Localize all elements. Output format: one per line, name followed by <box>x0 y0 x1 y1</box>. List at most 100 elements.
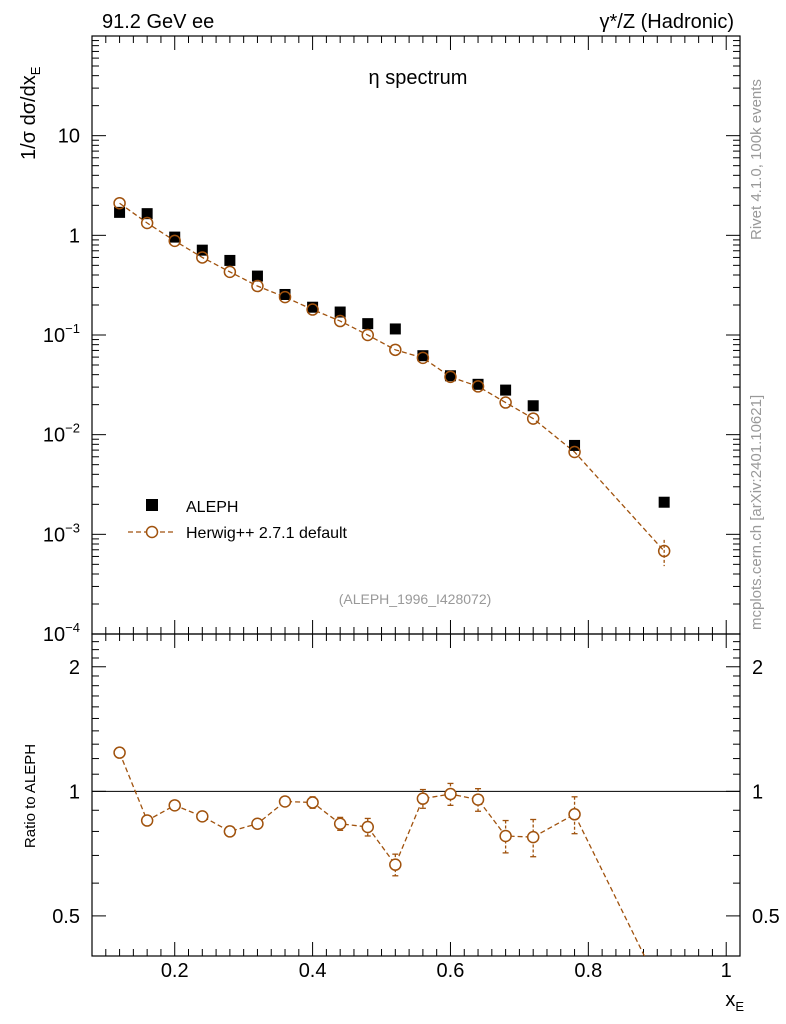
main-ticks <box>91 36 741 635</box>
x-tick-label: 0.8 <box>574 960 602 982</box>
ratio-point <box>568 808 581 821</box>
main-y-axis-label: 1/σ dσ/dxE <box>18 66 43 160</box>
main-y-axis-title: 1/σ dσ/dxE <box>18 66 43 160</box>
x-tick-labels: 0.2 0.4 0.6 0.8 1 <box>161 960 732 982</box>
ratio-point <box>659 991 670 1002</box>
left-title: 91.2 GeV ee <box>102 11 214 33</box>
ratio-point <box>113 746 126 759</box>
mc-point <box>113 196 126 210</box>
mc-point <box>140 216 154 230</box>
mc-point <box>526 412 540 425</box>
ratio-point <box>526 830 540 844</box>
ratio-point <box>471 793 485 806</box>
main-y-tick-label: 10−1 <box>43 321 80 347</box>
plot-title: η spectrum <box>369 67 468 89</box>
ratio-panel: 0.5 0.51 12 2 0.2 0.4 0.6 0.8 1 Ratio to ALEPH … <box>22 633 780 1014</box>
ratio-point <box>196 810 209 823</box>
data-point <box>569 439 581 451</box>
main-y-tick-label: 1 <box>69 225 80 247</box>
legend-data-marker <box>146 499 158 511</box>
mc-point <box>471 380 485 393</box>
ratio-point <box>416 792 430 805</box>
right-title: γ*/Z (Hadronic) <box>600 11 734 33</box>
data-point <box>169 231 181 243</box>
ratio-point <box>140 814 154 827</box>
mc-point <box>333 314 347 328</box>
mc-point <box>568 445 581 459</box>
ratio-point <box>168 799 181 812</box>
data-point <box>334 306 346 318</box>
mc-point <box>223 265 237 279</box>
x-tick-label: 0.6 <box>437 960 465 982</box>
mc-point <box>278 290 292 304</box>
mc-point <box>168 234 181 248</box>
ratio-y-axis-title: Ratio to ALEPH <box>22 744 39 848</box>
ratio-point <box>306 796 319 809</box>
x-tick-label: 0.2 <box>161 960 189 982</box>
legend-mc-label: Herwig++ 2.7.1 default <box>186 525 348 542</box>
data-points <box>114 206 670 508</box>
ratio-y-tick-labels: 0.5 0.5 1 1 2 2 <box>52 657 780 928</box>
data-point <box>417 350 429 362</box>
main-y-tick-label: 10−4 <box>43 620 80 646</box>
ratio-point <box>361 820 374 834</box>
main-panel: 10 1 10−1 10−2 10−3 10−4 η spectrum (ALEPH_19… <box>43 35 741 646</box>
data-point <box>251 270 263 282</box>
ratio-point <box>499 829 512 843</box>
legend: ALEPH Herwig++ 2.7.1 default <box>128 499 348 542</box>
ratio-y-tick-label-left: 1 <box>69 781 80 803</box>
mc-point <box>657 544 671 558</box>
mc-points-ratio <box>113 746 670 1002</box>
data-point <box>114 206 126 218</box>
main-y-tick-labels: 10 1 10−1 10−2 10−3 10−4 <box>43 126 80 646</box>
data-point <box>307 301 319 313</box>
source-info: mcplots.cern.ch [arXiv:2401.10621] <box>748 395 765 630</box>
data-point <box>196 244 208 256</box>
data-point <box>362 318 374 330</box>
mc-point <box>361 328 374 342</box>
x-tick-label: 1 <box>721 960 732 982</box>
data-point <box>444 370 456 382</box>
ratio-y-tick-label-right: 1 <box>752 781 763 803</box>
data-point <box>658 496 670 508</box>
ratio-y-tick-label-right: 0.5 <box>752 906 780 928</box>
ratio-y-tick-label-left: 0.5 <box>52 906 80 928</box>
ratio-point <box>278 795 292 808</box>
mc-point <box>416 351 430 365</box>
main-y-tick-label: 10−3 <box>43 520 80 546</box>
ratio-point <box>389 858 402 871</box>
ratio-point <box>444 787 457 801</box>
ratio-y-tick-label-right: 2 <box>752 657 763 679</box>
mc-point <box>196 251 209 264</box>
mc-point <box>444 370 457 384</box>
data-point <box>389 323 401 335</box>
x-tick-label: 0.4 <box>299 960 327 982</box>
mc-points-main <box>113 196 671 558</box>
ratio-point <box>223 825 237 838</box>
mc-point <box>499 396 512 409</box>
mc-point <box>306 303 319 316</box>
data-point <box>472 378 484 390</box>
mc-errorbars-ratio <box>144 782 578 877</box>
main-y-tick-label: 10−2 <box>43 421 80 447</box>
analysis-watermark: (ALEPH_1996_I428072) <box>339 591 492 607</box>
main-y-tick-label: 10 <box>58 126 80 148</box>
data-point <box>279 288 291 300</box>
x-axis-title: xE <box>725 989 744 1014</box>
data-point <box>224 254 236 266</box>
ratio-point <box>333 817 347 830</box>
main-frame <box>91 35 741 635</box>
data-point <box>500 384 512 396</box>
ratio-ticks <box>91 633 741 957</box>
legend-data-label: ALEPH <box>186 499 238 516</box>
data-point <box>141 208 153 220</box>
mc-point <box>389 343 402 357</box>
ratio-y-tick-label-left: 2 <box>69 657 80 679</box>
ratio-frame <box>91 633 741 957</box>
legend-mc-marker <box>145 525 159 539</box>
ratio-point <box>251 817 264 830</box>
data-point <box>527 400 539 412</box>
mc-point <box>251 279 264 293</box>
rivet-info: Rivet 4.1.0, 100k events <box>748 79 765 240</box>
